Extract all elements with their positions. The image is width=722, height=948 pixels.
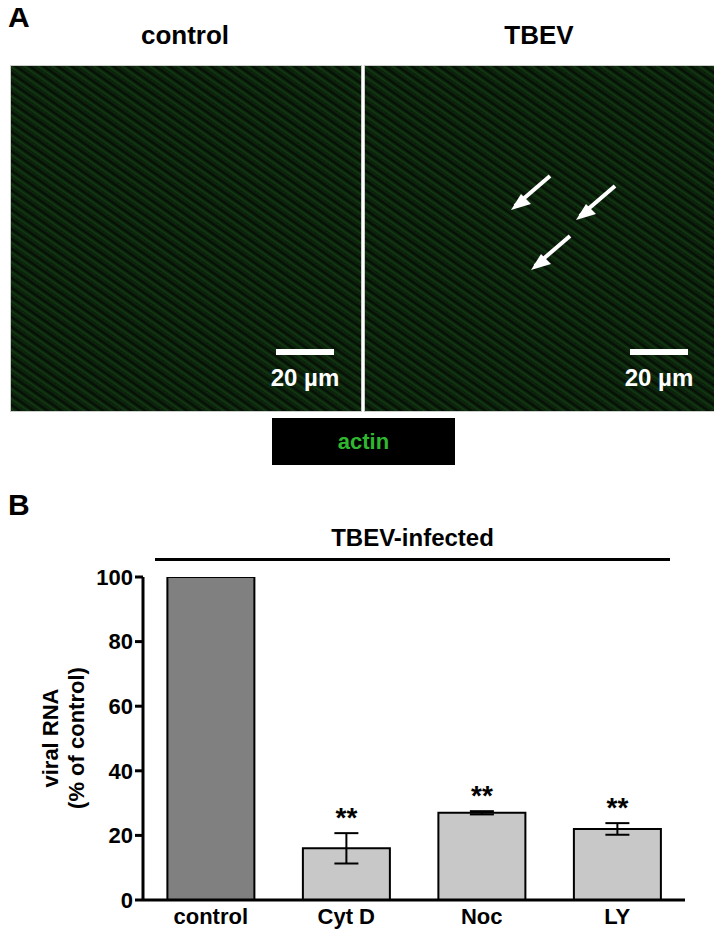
html-text:TBEV: TBEV [504, 20, 574, 50]
svg-text:**: ** [471, 780, 493, 811]
html-text:A: A [8, 0, 30, 33]
svg-text:**: ** [335, 802, 357, 833]
html-text:(% of control): (% of control) [64, 667, 89, 809]
svg-text:0: 0 [121, 888, 133, 913]
html-text:B: B [8, 488, 30, 521]
svg-text:**: ** [606, 792, 628, 823]
svg-text:40: 40 [109, 759, 133, 784]
svg-text:80: 80 [109, 629, 133, 654]
html-text:viral RNA: viral RNA [38, 688, 63, 788]
svg-text:100: 100 [96, 565, 133, 590]
svg-text:control: control [173, 904, 248, 929]
svg-text:Cyt D: Cyt D [318, 904, 375, 929]
svg-text:20 µm: 20 µm [271, 364, 340, 391]
svg-text:LY: LY [604, 904, 630, 929]
html-text:TBEV-infected: TBEV-infected [331, 524, 494, 551]
svg-text:Noc: Noc [461, 904, 503, 929]
html-text:control: control [140, 20, 229, 50]
svg-text:60: 60 [109, 694, 133, 719]
html-text:actin: actin [337, 428, 390, 454]
svg-text:20: 20 [109, 823, 133, 848]
svg-text:20 µm: 20 µm [625, 364, 694, 391]
